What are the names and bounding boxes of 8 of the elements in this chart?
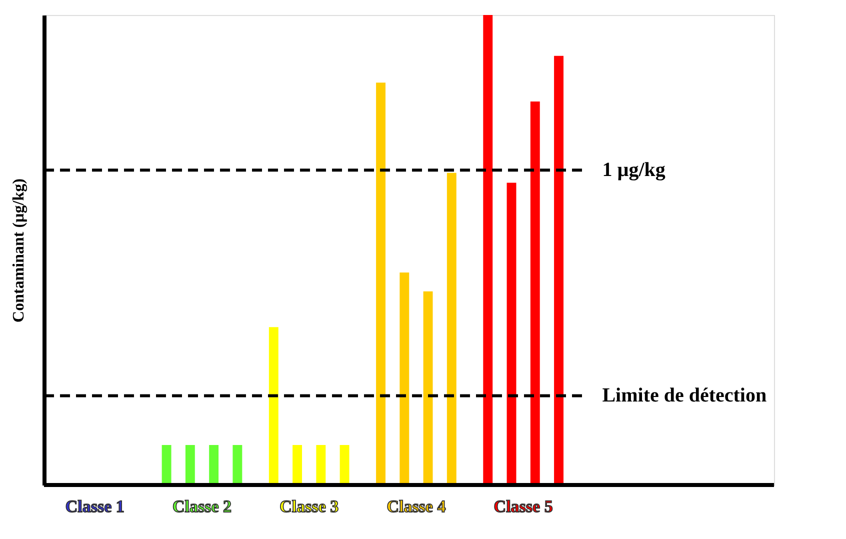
x-tick-label: Classe 3 — [280, 497, 339, 516]
ref-line-label: Limite de détection — [602, 384, 767, 407]
x-tick-label: Classe 4 — [386, 497, 446, 516]
x-tick-label: Classe 1 — [65, 497, 124, 516]
ref-line-label: 1 µg/kg — [602, 159, 666, 182]
y-axis-title: Contaminant (µg/kg) — [10, 178, 28, 322]
x-tick-label: Classe 2 — [172, 497, 232, 516]
x-tick-label: Classe 5 — [494, 497, 553, 516]
